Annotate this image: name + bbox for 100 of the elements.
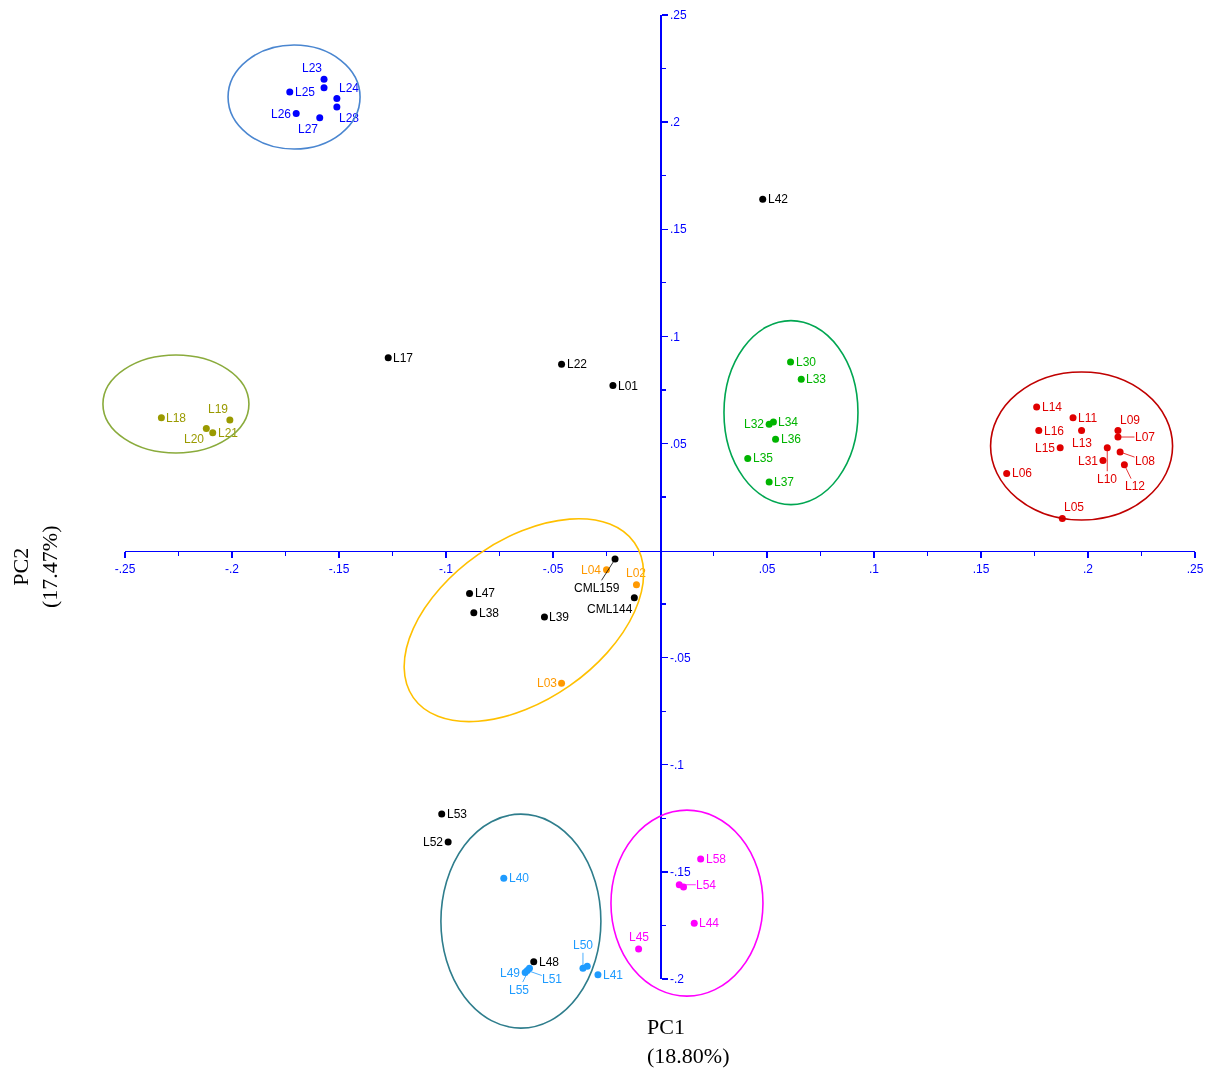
point bbox=[316, 114, 324, 122]
point bbox=[286, 88, 294, 96]
point bbox=[583, 962, 591, 970]
point bbox=[1114, 427, 1122, 435]
x-tick-label: .1 bbox=[868, 561, 880, 576]
annotation: L38 bbox=[479, 606, 500, 620]
point bbox=[1056, 444, 1064, 452]
annotation: L15 bbox=[1035, 441, 1056, 455]
y-tick-label: .05 bbox=[670, 436, 688, 451]
point bbox=[772, 435, 780, 443]
annotation: L49 bbox=[500, 966, 521, 980]
annotation: L22 bbox=[567, 357, 588, 371]
point bbox=[1003, 469, 1011, 477]
annotation: L06 bbox=[1012, 466, 1033, 480]
point bbox=[690, 919, 698, 927]
point bbox=[500, 874, 508, 882]
point bbox=[292, 110, 300, 118]
y-tick-label: .1 bbox=[670, 329, 681, 344]
y-tick-label: -.1 bbox=[670, 757, 685, 772]
point bbox=[444, 838, 452, 846]
annotation: L03 bbox=[537, 676, 558, 690]
annotation: L01 bbox=[618, 379, 639, 393]
y-tick-label: -.15 bbox=[670, 865, 691, 880]
point bbox=[320, 84, 328, 92]
y-tick-label: -.2 bbox=[670, 972, 685, 987]
annotation: L13 bbox=[1072, 436, 1093, 450]
point bbox=[1099, 457, 1107, 465]
point bbox=[558, 679, 566, 687]
point bbox=[333, 103, 341, 111]
point bbox=[1078, 427, 1086, 435]
annotation: L37 bbox=[774, 475, 795, 489]
annotation: L40 bbox=[509, 871, 530, 885]
point bbox=[470, 609, 478, 617]
x-tick-label: -.05 bbox=[542, 561, 564, 576]
annotation: L58 bbox=[706, 852, 727, 866]
annotation: L07 bbox=[1135, 430, 1156, 444]
annotation: L19 bbox=[208, 402, 229, 416]
x-tick-label: -.1 bbox=[438, 561, 454, 576]
point bbox=[157, 414, 165, 422]
point bbox=[697, 855, 705, 863]
point bbox=[1033, 403, 1041, 411]
annotation: L05 bbox=[1064, 500, 1085, 514]
annotation: L25 bbox=[295, 85, 316, 99]
point bbox=[384, 354, 392, 362]
annotation: L20 bbox=[184, 432, 205, 446]
annotation: L08 bbox=[1135, 454, 1156, 468]
point bbox=[209, 429, 217, 437]
annotation: L11 bbox=[1078, 411, 1098, 425]
annotation: L55 bbox=[509, 983, 530, 997]
point bbox=[797, 375, 805, 383]
y-axis-title: PC2 (17.47%) bbox=[8, 525, 62, 608]
point bbox=[466, 589, 474, 597]
point bbox=[765, 478, 773, 486]
x-tick-label: .2 bbox=[1082, 561, 1094, 576]
annotation: L51 bbox=[542, 972, 563, 986]
point bbox=[787, 358, 795, 366]
annotation: L33 bbox=[806, 372, 827, 386]
annotation: L48 bbox=[539, 955, 560, 969]
point bbox=[594, 971, 602, 979]
point bbox=[1116, 448, 1124, 456]
annotation: L14 bbox=[1042, 400, 1063, 414]
y-tick-label: .25 bbox=[670, 8, 688, 23]
point bbox=[558, 360, 566, 368]
annotation: L47 bbox=[475, 586, 496, 600]
annotation: L09 bbox=[1120, 413, 1141, 427]
annotation: L31 bbox=[1078, 454, 1099, 468]
annotation: L41 bbox=[603, 968, 624, 982]
annotation: CML144 bbox=[587, 602, 633, 616]
x-tick-label: .25 bbox=[1186, 561, 1204, 576]
annotation: L39 bbox=[549, 610, 570, 624]
point bbox=[438, 810, 446, 818]
point bbox=[1103, 444, 1111, 452]
annotation: L27 bbox=[298, 122, 319, 136]
annotation: L52 bbox=[423, 835, 444, 849]
x-tick-label: -.25 bbox=[114, 561, 136, 576]
x-tick-label: .05 bbox=[758, 561, 776, 576]
annotation: CML159 bbox=[574, 581, 620, 595]
point bbox=[1114, 433, 1122, 441]
annotation: L36 bbox=[781, 432, 802, 446]
point bbox=[1120, 461, 1128, 469]
point bbox=[1035, 427, 1043, 435]
annotation: L30 bbox=[796, 355, 817, 369]
annotation: L12 bbox=[1125, 479, 1146, 493]
annotation: L04 bbox=[581, 563, 602, 577]
annotation: L54 bbox=[696, 878, 717, 892]
annotation: L50 bbox=[573, 938, 594, 952]
point bbox=[320, 75, 328, 83]
point bbox=[759, 195, 767, 203]
point bbox=[632, 581, 640, 589]
annotation: L34 bbox=[778, 415, 799, 429]
point bbox=[540, 613, 548, 621]
y-tick-label: -.05 bbox=[670, 650, 691, 665]
annotation: L32 bbox=[744, 417, 765, 431]
annotation: L23 bbox=[302, 61, 323, 75]
point bbox=[333, 95, 341, 103]
point bbox=[765, 420, 773, 428]
annotation: L24 bbox=[339, 81, 360, 95]
x-tick-label: .15 bbox=[972, 561, 990, 576]
annotation: L26 bbox=[271, 107, 292, 121]
annotation: L10 bbox=[1097, 472, 1118, 486]
